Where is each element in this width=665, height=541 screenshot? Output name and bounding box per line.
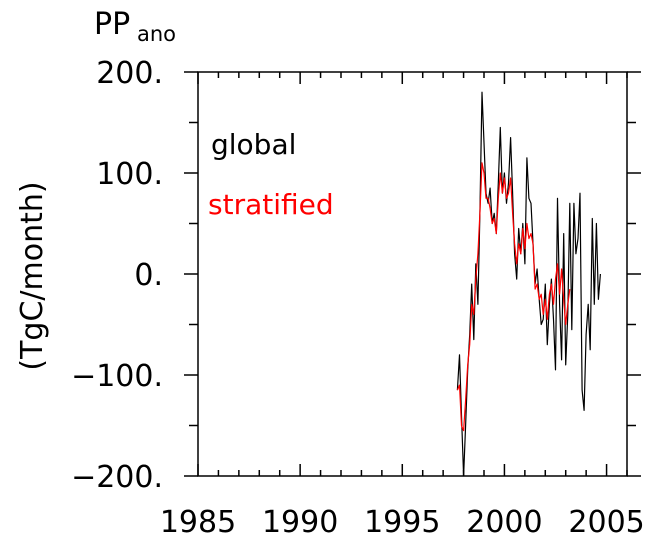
y-axis-label: (TgC/month) (15, 181, 50, 370)
axis-ticks (184, 71, 641, 477)
x-tick-label: 2005 (568, 505, 644, 540)
series-line-stratified (456, 162, 571, 432)
x-tick-label: 2000 (466, 505, 542, 540)
legend-entry-global: global (211, 128, 296, 161)
x-tick-label: 1990 (262, 505, 338, 540)
series-lines (456, 91, 601, 477)
y-tick-label: 0. (134, 258, 163, 293)
y-tick-label: −200. (71, 460, 163, 495)
y-axis-tick-labels: 200. 100. 0. −100. −200. (71, 56, 163, 495)
x-tick-label: 1995 (364, 505, 440, 540)
y-tick-label: 100. (96, 157, 163, 192)
y-tick-label: 200. (96, 56, 163, 91)
series-line-global (456, 91, 601, 477)
y-tick-label: −100. (71, 359, 163, 394)
x-tick-label: 1985 (160, 505, 236, 540)
chart-title: PP (94, 7, 130, 42)
x-axis-tick-labels: 1985 1990 1995 2000 2005 (160, 505, 645, 540)
chart-title-subscript: ano (137, 22, 176, 46)
legend: global stratified (208, 128, 334, 221)
legend-entry-stratified: stratified (208, 188, 334, 221)
